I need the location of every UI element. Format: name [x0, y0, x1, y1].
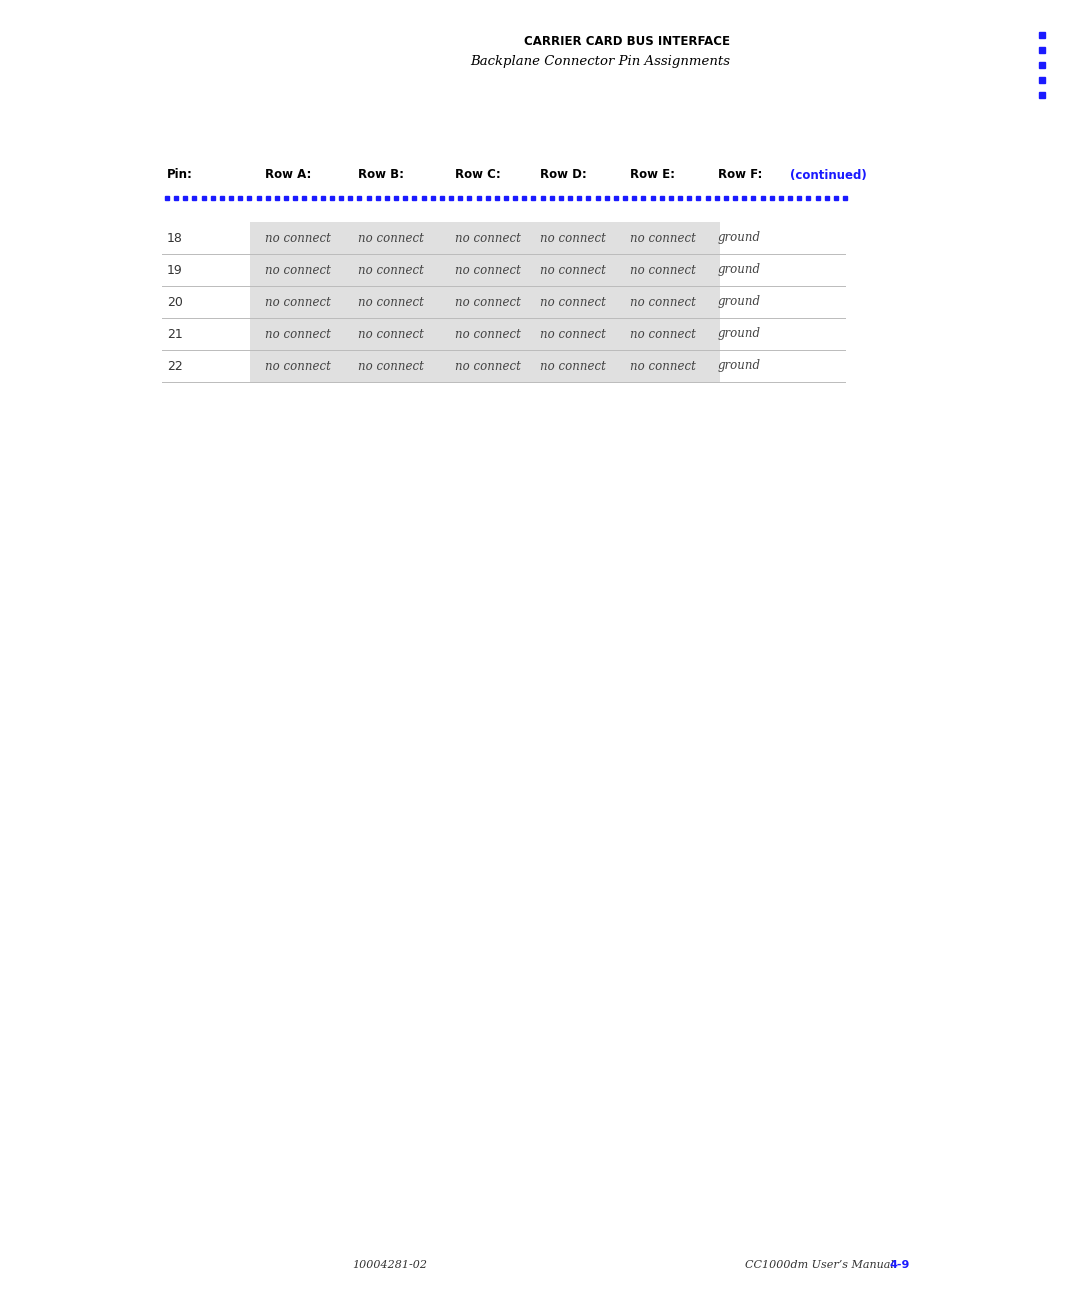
Text: no connect: no connect [630, 232, 696, 245]
Text: no connect: no connect [455, 263, 521, 276]
Text: no connect: no connect [265, 232, 330, 245]
Text: no connect: no connect [455, 232, 521, 245]
Text: ground: ground [718, 232, 761, 245]
Text: no connect: no connect [357, 359, 423, 372]
Text: no connect: no connect [540, 232, 606, 245]
Bar [249, 254, 720, 286]
Text: no connect: no connect [455, 328, 521, 341]
Text: no connect: no connect [265, 359, 330, 372]
Text: 22: 22 [167, 359, 183, 372]
Text: Pin:: Pin: [167, 168, 193, 181]
Text: no connect: no connect [540, 263, 606, 276]
Text: ground: ground [718, 359, 761, 372]
Text: no connect: no connect [540, 359, 606, 372]
Text: Row D:: Row D: [540, 168, 586, 181]
Text: no connect: no connect [630, 263, 696, 276]
Text: no connect: no connect [540, 295, 606, 308]
Text: no connect: no connect [357, 295, 423, 308]
Text: no connect: no connect [455, 295, 521, 308]
Text: Backplane Connector Pin Assignments: Backplane Connector Pin Assignments [470, 54, 730, 67]
Text: no connect: no connect [540, 328, 606, 341]
Text: no connect: no connect [630, 295, 696, 308]
Text: no connect: no connect [265, 328, 330, 341]
Bar [249, 222, 720, 254]
Text: ground: ground [718, 295, 761, 308]
Text: Row A:: Row A: [265, 168, 311, 181]
Text: no connect: no connect [630, 328, 696, 341]
Text: ground: ground [718, 263, 761, 276]
Text: Row C:: Row C: [455, 168, 501, 181]
Text: Row E:: Row E: [630, 168, 675, 181]
Text: no connect: no connect [265, 295, 330, 308]
Text: (continued): (continued) [789, 168, 867, 181]
Text: CC1000dm User’s Manual: CC1000dm User’s Manual [745, 1260, 894, 1270]
Bar [249, 350, 720, 382]
Text: 20: 20 [167, 295, 183, 308]
Text: 21: 21 [167, 328, 183, 341]
Text: no connect: no connect [630, 359, 696, 372]
Text: 4-9: 4-9 [890, 1260, 910, 1270]
Text: no connect: no connect [357, 263, 423, 276]
Text: no connect: no connect [455, 359, 521, 372]
Text: ground: ground [718, 328, 761, 341]
Text: 19: 19 [167, 263, 183, 276]
Text: no connect: no connect [357, 328, 423, 341]
Text: no connect: no connect [357, 232, 423, 245]
Text: Row F:: Row F: [718, 168, 762, 181]
Text: 18: 18 [167, 232, 183, 245]
Text: Row B:: Row B: [357, 168, 404, 181]
Text: CARRIER CARD BUS INTERFACE: CARRIER CARD BUS INTERFACE [524, 35, 730, 48]
Text: 10004281-02: 10004281-02 [352, 1260, 428, 1270]
Bar [249, 318, 720, 350]
Text: no connect: no connect [265, 263, 330, 276]
Bar [249, 286, 720, 318]
